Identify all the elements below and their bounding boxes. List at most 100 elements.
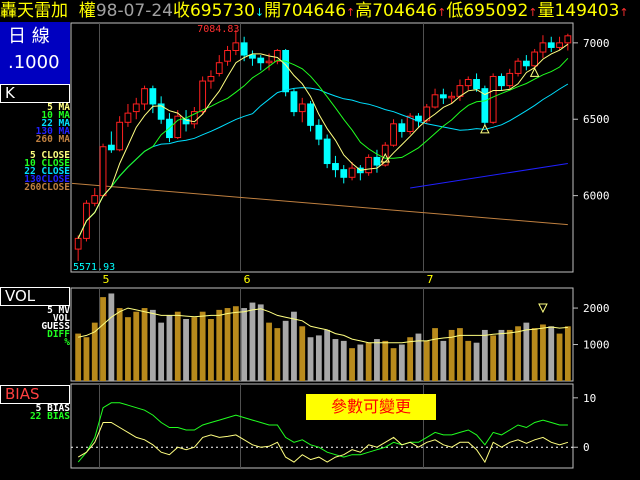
candle-body bbox=[265, 60, 273, 64]
legend-entry: 5 BIAS bbox=[35, 403, 70, 414]
close-value: 695730 bbox=[189, 1, 255, 21]
volume-bar bbox=[332, 339, 339, 381]
month-label: 6 bbox=[244, 273, 251, 286]
volume-bar bbox=[307, 337, 314, 381]
ma130-line bbox=[410, 163, 568, 189]
volume-bar bbox=[158, 322, 165, 381]
volume-bar bbox=[432, 328, 438, 381]
stock-name: 轟天雷加 bbox=[0, 1, 68, 21]
close-label: 收 bbox=[172, 1, 190, 21]
volume-bar bbox=[423, 340, 430, 381]
candle-body bbox=[547, 42, 555, 48]
candle-body bbox=[323, 138, 331, 165]
month-label: 7 bbox=[427, 273, 434, 286]
candle-body bbox=[514, 60, 522, 74]
volume-bar bbox=[266, 322, 272, 381]
axis-tick-label: 6000 bbox=[583, 190, 610, 203]
buy-signal-triangle-icon bbox=[529, 67, 540, 77]
candle-body bbox=[190, 111, 198, 125]
candle-body bbox=[448, 95, 456, 99]
volume-bar bbox=[108, 293, 115, 381]
volume-bar bbox=[523, 322, 530, 381]
volume-bar bbox=[390, 348, 397, 381]
ma10-line bbox=[77, 57, 569, 239]
candle-body bbox=[489, 75, 497, 123]
bias-section-label[interactable]: BIAS bbox=[0, 385, 70, 404]
candle-body bbox=[74, 237, 82, 250]
volume-bar bbox=[515, 326, 521, 381]
candle-body bbox=[564, 35, 572, 44]
candle-body bbox=[232, 42, 240, 51]
volume-bar bbox=[100, 297, 106, 381]
volume-bar bbox=[91, 322, 98, 381]
volume-bar bbox=[357, 344, 364, 381]
volume-bar bbox=[216, 309, 223, 381]
sell-signal-triangle-icon bbox=[538, 303, 548, 314]
volume-bar bbox=[324, 329, 331, 381]
volume-ma5-line bbox=[78, 307, 568, 344]
buy-signal-triangle-icon bbox=[380, 152, 391, 163]
k-section-label[interactable]: K bbox=[0, 84, 70, 103]
open-value: 704646 bbox=[281, 1, 347, 21]
candle-body bbox=[522, 60, 530, 67]
panel-frame bbox=[70, 383, 574, 469]
candle-body bbox=[149, 88, 157, 105]
candle-body bbox=[215, 62, 223, 74]
volume-bar bbox=[374, 339, 380, 381]
volume-bar bbox=[564, 326, 571, 381]
period-label: 日 線 bbox=[8, 26, 50, 47]
candle-body bbox=[498, 75, 505, 87]
axis-tick-label: 1000 bbox=[583, 339, 610, 352]
candle-body bbox=[298, 103, 306, 113]
candle-body bbox=[224, 49, 231, 62]
volume-label: 量 bbox=[537, 1, 555, 21]
volume-bar bbox=[440, 340, 447, 381]
candle-body bbox=[390, 123, 397, 146]
legend-entry: 10 MA bbox=[41, 110, 70, 121]
candle-body bbox=[365, 156, 373, 174]
volume-bar bbox=[490, 335, 497, 381]
volume-bar bbox=[481, 329, 488, 381]
volume-bar bbox=[340, 340, 347, 381]
volume-bar bbox=[498, 329, 505, 381]
low-value: 695092 bbox=[463, 1, 529, 21]
candle-body bbox=[539, 42, 547, 53]
low-label: 低 bbox=[446, 1, 464, 21]
quote-header: 轟天雷加 權98-07-24收695730↓開704646↑高704646↑低6… bbox=[0, 0, 640, 22]
candle-body bbox=[348, 167, 356, 178]
candle-body bbox=[249, 54, 256, 59]
candle-body bbox=[531, 51, 539, 67]
legend-entry: 10 CLOSE bbox=[24, 158, 70, 169]
candle-body bbox=[132, 103, 140, 113]
high-value: 704646 bbox=[372, 1, 438, 21]
volume-bar bbox=[315, 335, 322, 381]
volume-bar bbox=[473, 342, 480, 381]
legend-entry: 260CLOSE bbox=[24, 182, 70, 193]
volume-bar bbox=[398, 344, 405, 381]
parameter-change-button[interactable]: 參數可變更 bbox=[306, 394, 436, 420]
volume-bar bbox=[149, 309, 156, 381]
candle-body bbox=[91, 195, 99, 204]
bias-legend: 5 BIAS 22 BIAS bbox=[30, 403, 70, 422]
candle-body bbox=[381, 144, 389, 166]
vol-section-label[interactable]: VOL bbox=[0, 287, 70, 306]
candle-body bbox=[174, 115, 182, 139]
legend-entry: VOL bbox=[52, 313, 70, 324]
volume-bar bbox=[166, 315, 173, 381]
legend-entry: 5 CLOSE bbox=[29, 150, 70, 161]
volume-bar bbox=[125, 317, 131, 381]
candle-body bbox=[124, 112, 132, 123]
volume-bar bbox=[241, 308, 248, 381]
candle-body bbox=[99, 146, 107, 197]
up-arrow-icon: ↑ bbox=[346, 6, 356, 19]
candle-body bbox=[182, 118, 190, 125]
period-selector[interactable]: 日 線 .1000 bbox=[0, 22, 70, 84]
candle-body bbox=[257, 57, 265, 64]
volume-bar bbox=[349, 348, 355, 381]
candle-body bbox=[415, 115, 422, 122]
up-arrow-icon: ↑ bbox=[437, 6, 447, 19]
k-legend: 5 MA 10 MA 22 MA 130 MA 260 MA 5 CLOSE 10 CLOS… bbox=[24, 103, 70, 193]
low-price-label: 5571.93 bbox=[73, 262, 115, 273]
bias5-line bbox=[77, 422, 569, 464]
